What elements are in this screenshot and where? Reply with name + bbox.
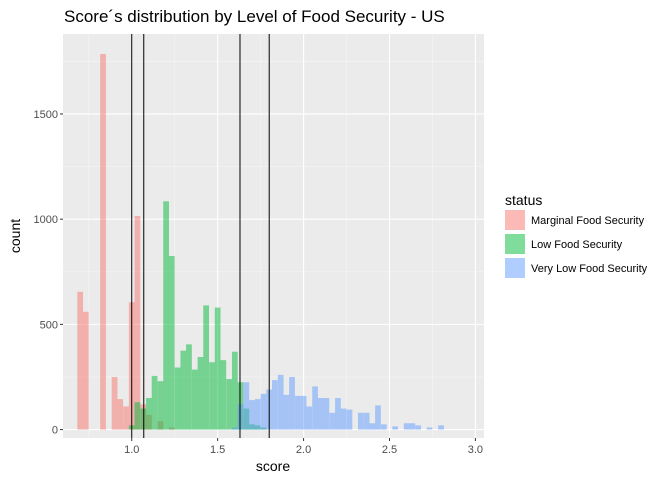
bar-very-low-food-security <box>392 426 399 430</box>
bar-very-low-food-security <box>415 425 422 430</box>
bar-very-low-food-security <box>426 427 433 430</box>
bar-very-low-food-security <box>380 424 387 430</box>
y-tick-label: 0 <box>52 425 58 437</box>
bar-marginal-food-security <box>117 399 124 430</box>
legend-label-low-food-security: Low Food Security <box>531 239 623 251</box>
y-axis-title: count <box>7 219 23 253</box>
bar-very-low-food-security <box>306 406 313 430</box>
bar-low-food-security <box>174 367 181 430</box>
legend-title: status <box>505 192 542 208</box>
vertical-lines-layer <box>131 34 270 438</box>
chart-title: Score´s distribution by Level of Food Se… <box>64 7 445 26</box>
x-tick-label: 3.0 <box>468 444 483 456</box>
bar-very-low-food-security <box>323 398 330 430</box>
bar-low-food-security <box>168 255 175 430</box>
legend-label-very-low-food-security: Very Low Food Security <box>531 263 648 275</box>
bar-very-low-food-security <box>317 398 324 430</box>
legend-swatch-low-food-security <box>505 234 525 254</box>
bar-very-low-food-security <box>340 408 347 430</box>
bar-very-low-food-security <box>289 376 295 430</box>
bar-low-food-security <box>157 381 164 430</box>
bar-very-low-food-security <box>272 380 278 430</box>
y-axis: 0 500 1000 1500 <box>34 109 63 437</box>
bar-very-low-food-security <box>409 423 416 430</box>
bar-low-food-security <box>203 305 210 430</box>
bar-very-low-food-security <box>237 404 244 430</box>
bar-low-food-security <box>197 356 204 430</box>
y-tick-label: 1000 <box>34 214 58 226</box>
legend-label-marginal-food-security: Marginal Food Security <box>531 215 645 227</box>
bar-very-low-food-security <box>312 386 318 430</box>
legend: status Marginal Food Security Low Food Se… <box>505 192 648 278</box>
bar-very-low-food-security <box>403 423 410 430</box>
bar-low-food-security <box>226 379 233 430</box>
bar-low-food-security <box>151 375 158 430</box>
bar-marginal-food-security <box>82 311 89 430</box>
bar-marginal-food-security <box>134 216 141 430</box>
bar-very-low-food-security <box>260 393 267 430</box>
bar-very-low-food-security <box>335 398 341 430</box>
bar-very-low-food-security <box>300 395 307 430</box>
bar-very-low-food-security <box>249 400 255 430</box>
bar-marginal-food-security <box>100 53 106 430</box>
bar-low-food-security <box>134 402 141 430</box>
plot-panel <box>63 34 484 438</box>
legend-swatch-marginal-food-security <box>505 210 525 230</box>
bar-very-low-food-security <box>243 382 250 430</box>
y-tick-label: 500 <box>40 319 58 331</box>
bar-marginal-food-security <box>123 406 129 430</box>
bar-very-low-food-security <box>283 394 290 430</box>
legend-swatch-very-low-food-security <box>505 258 525 278</box>
bar-low-food-security <box>140 408 147 430</box>
bar-very-low-food-security <box>346 409 353 430</box>
bar-low-food-security <box>180 350 187 430</box>
bar-low-food-security <box>231 351 238 430</box>
x-axis: 1.0 1.5 2.0 2.5 3.0 <box>124 438 483 456</box>
bar-low-food-security <box>209 362 215 430</box>
bar-low-food-security <box>191 369 198 430</box>
x-tick-label: 1.5 <box>210 444 225 456</box>
bar-very-low-food-security <box>369 423 376 430</box>
bar-low-food-security <box>214 307 221 430</box>
bar-low-food-security <box>186 344 192 430</box>
y-tick-label: 1500 <box>34 109 58 121</box>
bar-very-low-food-security <box>295 395 301 430</box>
bar-very-low-food-security <box>254 399 261 430</box>
bar-very-low-food-security <box>375 405 381 430</box>
x-axis-title: score <box>256 458 290 474</box>
bar-very-low-food-security <box>277 374 284 430</box>
bar-low-food-security <box>220 360 227 430</box>
bar-very-low-food-security <box>357 412 364 430</box>
bar-very-low-food-security <box>329 412 336 430</box>
x-tick-label: 2.5 <box>382 444 397 456</box>
bar-very-low-food-security <box>363 412 370 430</box>
bar-low-food-security <box>163 201 169 430</box>
x-tick-label: 2.0 <box>296 444 311 456</box>
bar-marginal-food-security <box>111 376 118 430</box>
bar-very-low-food-security <box>231 427 238 430</box>
bar-low-food-security <box>146 398 152 430</box>
x-tick-label: 1.0 <box>124 444 139 456</box>
bar-very-low-food-security <box>438 425 444 430</box>
bar-marginal-food-security <box>77 291 84 430</box>
